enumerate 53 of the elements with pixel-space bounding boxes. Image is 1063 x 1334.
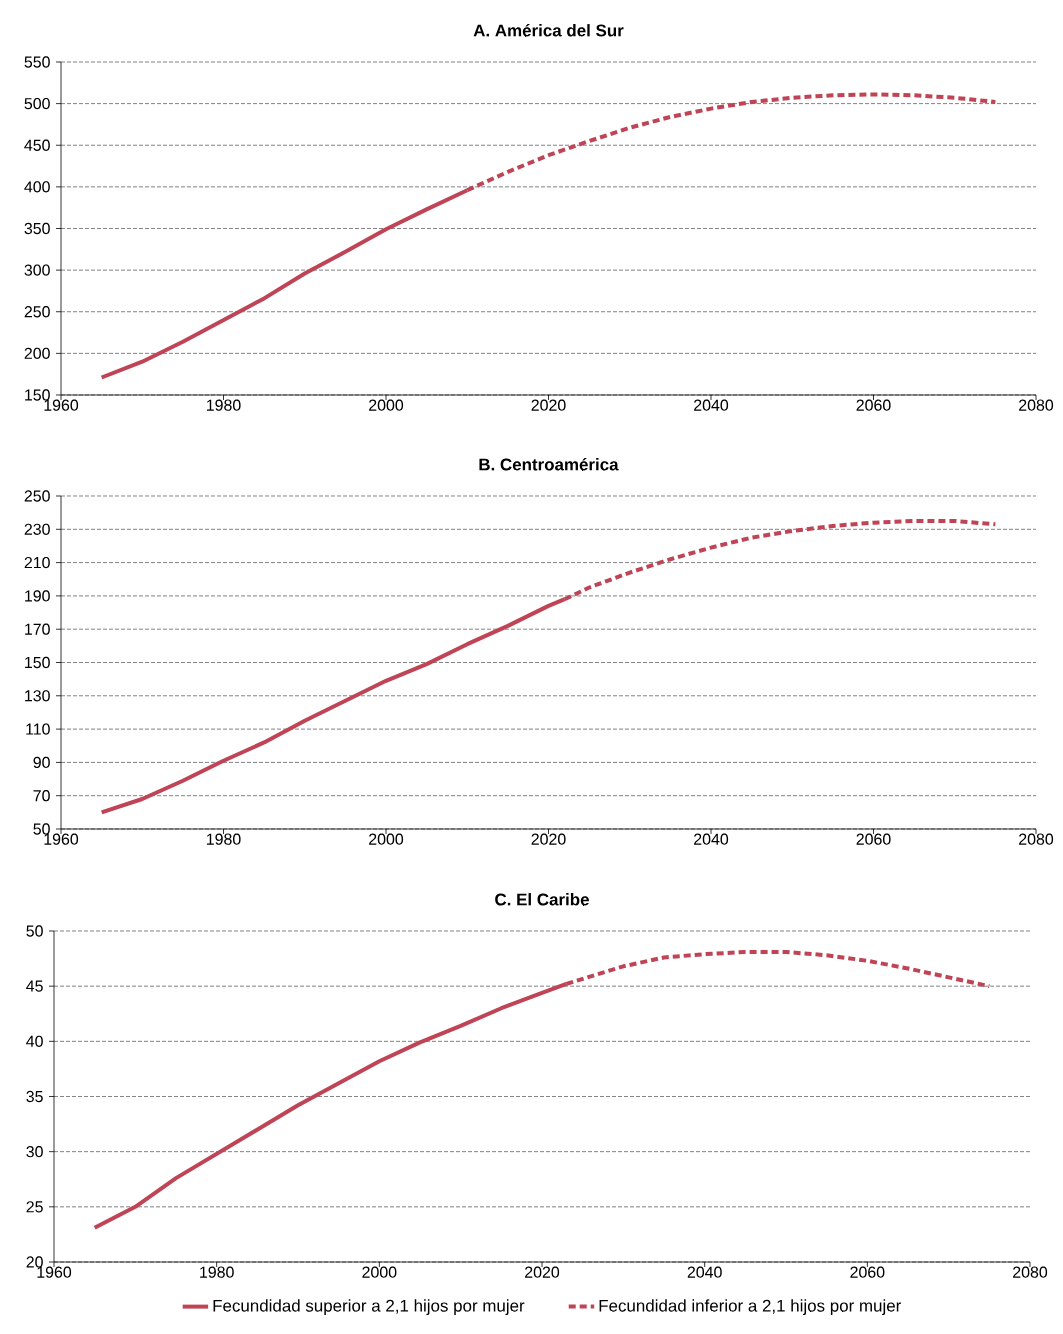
x-tick-label: 1960: [44, 399, 79, 411]
y-tick-label: 130: [25, 690, 50, 702]
chart-title: A. América del Sur: [473, 23, 624, 37]
x-tick-label: 2000: [362, 1266, 397, 1278]
x-tick-label: 2020: [525, 1266, 560, 1278]
y-tick-label: 110: [26, 723, 50, 735]
x-tick-label: 2060: [850, 1266, 885, 1278]
chart-title: B. Centroamérica: [479, 457, 619, 471]
x-tick-label: 2060: [856, 399, 891, 411]
y-tick-label: 450: [24, 139, 50, 151]
y-tick-label: 550: [24, 56, 50, 68]
chart-title: C. El Caribe: [495, 893, 589, 906]
y-tick-label: 300: [24, 264, 50, 276]
x-tick-label: 2020: [531, 833, 566, 845]
y-tick-label: 400: [24, 181, 50, 193]
y-tick-label: 50: [26, 925, 43, 937]
x-tick-label: 2040: [694, 399, 729, 411]
y-tick-label: 25: [26, 1201, 43, 1213]
y-tick-label: 190: [25, 590, 50, 602]
legend-label: Fecundidad inferior a 2,1 hijos por mujer: [599, 1299, 902, 1316]
x-tick-label: 1980: [200, 1266, 234, 1278]
x-tick-label: 1960: [44, 833, 79, 845]
x-tick-label: 2020: [531, 399, 566, 411]
y-tick-label: 20: [26, 1256, 43, 1268]
y-tick-label: 170: [25, 623, 50, 635]
y-tick-label: 150: [25, 389, 50, 401]
x-tick-label: 2000: [369, 399, 404, 411]
y-tick-label: 70: [33, 790, 50, 802]
x-tick-label: 2080: [1013, 1266, 1048, 1278]
x-tick-label: 1960: [37, 1266, 72, 1278]
y-tick-label: 210: [24, 556, 50, 569]
y-tick-label: 50: [33, 823, 50, 835]
x-tick-label: 2060: [856, 833, 891, 845]
x-tick-label: 1980: [206, 833, 241, 845]
legend-label: Fecundidad superior a 2,1 hijos por mujer: [213, 1299, 525, 1316]
y-tick-label: 350: [24, 222, 50, 235]
y-tick-label: 500: [24, 97, 50, 110]
x-tick-label: 2000: [369, 833, 404, 845]
x-tick-label: 1980: [206, 399, 241, 411]
y-tick-label: 200: [24, 347, 50, 360]
y-tick-label: 250: [24, 490, 50, 502]
y-tick-label: 35: [26, 1090, 43, 1103]
y-tick-label: 90: [33, 756, 50, 769]
y-tick-label: 230: [24, 523, 50, 535]
x-tick-label: 2080: [1019, 833, 1054, 845]
x-tick-label: 2040: [694, 833, 729, 845]
y-tick-label: 250: [24, 306, 50, 318]
y-tick-label: 150: [25, 656, 50, 669]
x-tick-label: 2040: [687, 1266, 722, 1278]
y-tick-label: 45: [26, 980, 43, 992]
y-tick-label: 40: [26, 1035, 43, 1047]
y-tick-label: 30: [26, 1146, 43, 1158]
x-tick-label: 2080: [1019, 399, 1054, 411]
